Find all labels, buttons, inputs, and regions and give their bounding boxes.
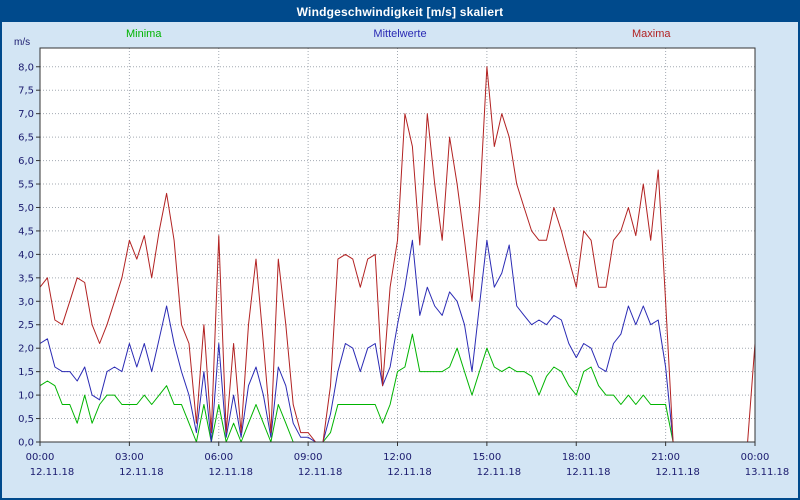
svg-text:00:00: 00:00 <box>26 452 55 463</box>
svg-text:0,0: 0,0 <box>18 438 34 449</box>
legend-mittelwerte: Mittelwerte <box>373 28 427 40</box>
svg-text:5,0: 5,0 <box>18 203 34 214</box>
svg-text:12.11.18: 12.11.18 <box>119 467 164 478</box>
svg-text:13.11.18: 13.11.18 <box>745 467 790 478</box>
svg-text:00:00: 00:00 <box>741 452 770 463</box>
svg-text:3,0: 3,0 <box>18 297 34 308</box>
svg-text:12.11.18: 12.11.18 <box>387 467 432 478</box>
window-title: Windgeschwindigkeit [m/s] skaliert <box>296 5 504 19</box>
svg-text:12.11.18: 12.11.18 <box>655 467 700 478</box>
svg-text:7,5: 7,5 <box>18 86 34 97</box>
svg-text:12.11.18: 12.11.18 <box>30 467 75 478</box>
svg-text:4,5: 4,5 <box>18 226 34 237</box>
svg-text:12.11.18: 12.11.18 <box>208 467 253 478</box>
svg-text:15:00: 15:00 <box>472 452 501 463</box>
legend-minima: Minima <box>126 28 162 40</box>
svg-text:21:00: 21:00 <box>651 452 680 463</box>
svg-text:1,5: 1,5 <box>18 367 34 378</box>
svg-text:7,0: 7,0 <box>18 109 34 120</box>
svg-text:8,0: 8,0 <box>18 62 34 73</box>
svg-text:2,5: 2,5 <box>18 320 34 331</box>
svg-text:5,5: 5,5 <box>18 180 34 191</box>
window-titlebar[interactable]: Windgeschwindigkeit [m/s] skaliert <box>2 2 798 22</box>
svg-text:03:00: 03:00 <box>115 452 144 463</box>
svg-text:09:00: 09:00 <box>294 452 323 463</box>
legend-maxima: Maxima <box>632 28 671 40</box>
svg-text:1,0: 1,0 <box>18 391 34 402</box>
svg-text:12.11.18: 12.11.18 <box>477 467 522 478</box>
svg-text:18:00: 18:00 <box>562 452 591 463</box>
svg-text:12.11.18: 12.11.18 <box>298 467 343 478</box>
svg-text:12:00: 12:00 <box>383 452 412 463</box>
y-axis-unit-label: m/s <box>14 37 31 48</box>
svg-text:06:00: 06:00 <box>204 452 233 463</box>
svg-text:6,5: 6,5 <box>18 133 34 144</box>
svg-text:6,0: 6,0 <box>18 156 34 167</box>
svg-text:2,0: 2,0 <box>18 344 34 355</box>
svg-text:4,0: 4,0 <box>18 250 34 261</box>
svg-text:0,5: 0,5 <box>18 414 34 425</box>
svg-text:3,5: 3,5 <box>18 273 34 284</box>
svg-text:12.11.18: 12.11.18 <box>566 467 611 478</box>
